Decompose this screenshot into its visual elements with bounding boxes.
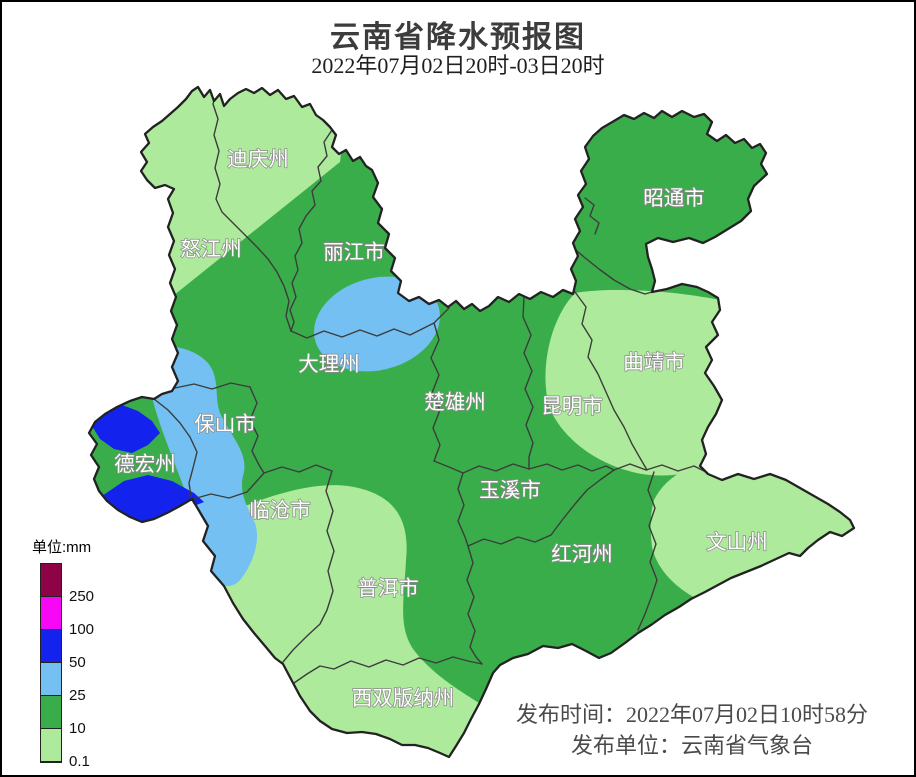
- region-label-lincang: 临沧市: [249, 499, 311, 522]
- issue-info: 发布时间：2022年07月02日10时58分 发布单位：云南省气象台: [480, 699, 904, 761]
- region-label-nujiang: 怒江州: [180, 238, 242, 261]
- region-label-diqing: 迪庆州: [227, 148, 289, 171]
- region-label-kunming: 昆明市: [541, 395, 603, 418]
- legend-seg-10-25: [41, 696, 61, 729]
- region-labels: 迪庆州 怒江州 丽江市 昭通市 大理州 楚雄州 昆明市 曲靖市 保山市 德宏州 …: [114, 147, 769, 711]
- issue-agency: 发布单位：云南省气象台: [570, 733, 813, 758]
- rain-zone-skyblue-west-strip: [138, 346, 258, 586]
- legend-colorbar: 250 100 50 25 10 0.1: [40, 563, 94, 770]
- legend-value-100: 100: [69, 621, 95, 638]
- region-label-yuxi: 玉溪市: [479, 479, 541, 502]
- legend-value-25: 25: [69, 687, 86, 704]
- page-subtitle: 2022年07月02日20时-03日20时: [311, 53, 605, 78]
- legend-unit-label: 单位:mm: [32, 539, 92, 556]
- prefecture-borders: [153, 88, 707, 684]
- region-label-zhaotong: 昭通市: [643, 187, 705, 210]
- region-label-lijiang: 丽江市: [323, 241, 385, 264]
- legend-value-0.1: 0.1: [69, 753, 90, 770]
- rain-zone-blue-dehong-north: [92, 405, 160, 453]
- region-label-puer: 普洱市: [357, 577, 419, 600]
- page-title: 云南省降水预报图: [330, 21, 586, 54]
- legend-seg-100-250: [41, 597, 61, 630]
- region-label-qujing: 曲靖市: [623, 351, 685, 374]
- region-label-dehong: 德宏州: [114, 453, 176, 476]
- region-label-baoshan: 保山市: [194, 413, 256, 436]
- legend-value-250: 250: [69, 588, 95, 605]
- legend-seg-0.1-10: [41, 729, 61, 762]
- legend-seg-50-100: [41, 630, 61, 663]
- legend-seg-25-50: [41, 663, 61, 696]
- region-label-chuxiong: 楚雄州: [424, 391, 486, 414]
- issue-time: 发布时间：2022年07月02日10时58分: [515, 702, 868, 727]
- legend-value-10: 10: [69, 720, 86, 737]
- region-label-xishuangbanna: 西双版纳州: [352, 687, 455, 710]
- region-label-wenshan: 文山州: [706, 531, 768, 554]
- rain-zone-lightgreen-southwest: [191, 485, 489, 757]
- region-label-dali: 大理州: [298, 353, 360, 376]
- legend-value-50: 50: [69, 654, 86, 671]
- region-label-honghe: 红河州: [551, 543, 613, 566]
- legend-seg-above-250: [41, 564, 61, 597]
- legend: 单位:mm 250 100 50 25 10 0.1: [30, 536, 94, 770]
